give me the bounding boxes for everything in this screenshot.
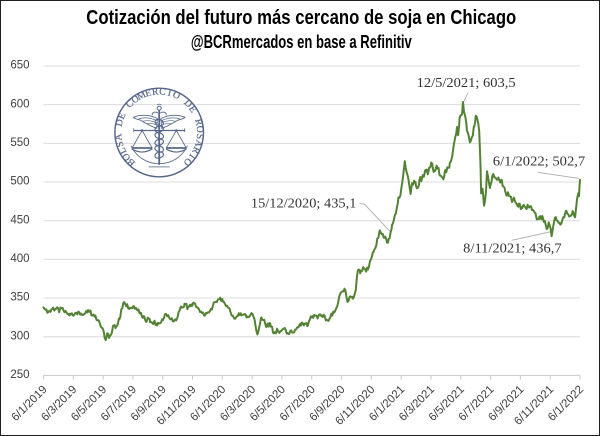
svg-text:300: 300 [10,330,29,342]
svg-text:R: R [192,118,204,128]
svg-text:L: L [117,146,130,156]
svg-text:A: A [113,133,125,141]
svg-text:R: R [189,145,202,156]
svg-text:O: O [194,125,206,133]
svg-text:A: A [192,139,204,149]
svg-text:S: S [194,133,205,139]
svg-text:600: 600 [10,98,29,110]
svg-text:250: 250 [10,369,29,381]
svg-text:O: O [171,89,182,102]
svg-text:500: 500 [10,176,29,188]
svg-text:C: C [159,86,166,97]
svg-text:S: S [114,140,126,148]
svg-text:I: I [187,152,198,161]
svg-text:E: E [116,111,128,121]
svg-text:650: 650 [10,60,29,72]
svg-text:6/1/2022; 502,7: 6/1/2022; 502,7 [493,155,585,170]
svg-text:15/12/2020; 435,1: 15/12/2020; 435,1 [251,197,357,212]
svg-text:400: 400 [10,253,29,265]
svg-text:I: I [166,88,172,99]
svg-text:D: D [114,118,126,127]
svg-text:8/11/2021; 436,7: 8/11/2021; 436,7 [463,242,561,257]
svg-text:E: E [144,87,153,99]
svg-text:550: 550 [10,137,29,149]
svg-text:350: 350 [10,292,29,304]
svg-text:12/5/2021; 603,5: 12/5/2021; 603,5 [417,76,516,91]
svg-text:450: 450 [10,214,29,226]
svg-text:R: R [152,86,160,98]
svg-text:E: E [186,104,198,115]
